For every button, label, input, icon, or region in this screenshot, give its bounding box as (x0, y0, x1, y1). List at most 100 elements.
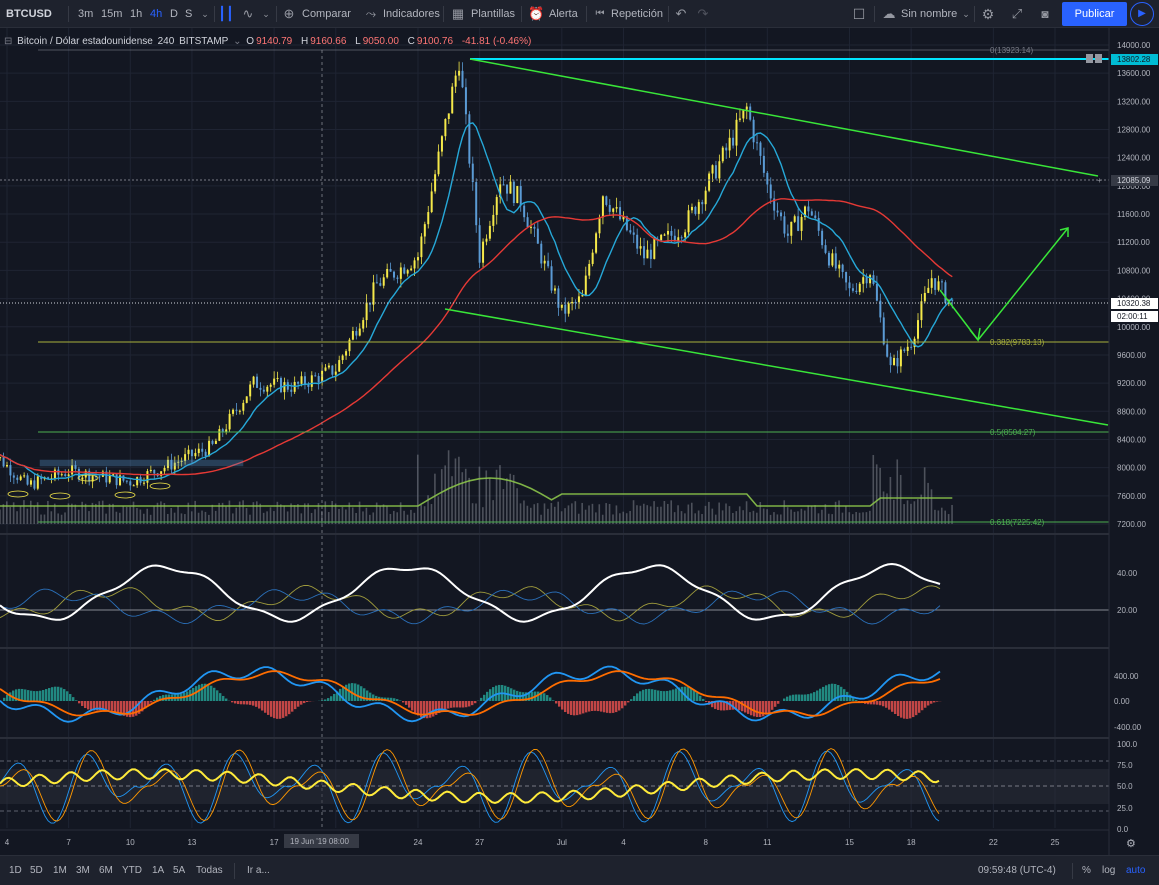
channel-lower-line[interactable] (444, 308, 1109, 426)
candle-body (879, 300, 882, 318)
volume-bar (845, 506, 847, 524)
candle-body (598, 217, 601, 234)
candle-body (728, 137, 731, 151)
volume-bar (211, 504, 214, 524)
volume-bar (375, 502, 378, 524)
templates-icon[interactable]: ▦ (451, 6, 465, 21)
candle-body (643, 246, 646, 259)
range-1a[interactable]: 1A (152, 865, 165, 876)
goto-date-button[interactable]: Ir a... (247, 865, 270, 876)
alarm-clock-icon[interactable]: ⏰ (528, 6, 545, 21)
range-1m[interactable]: 1M (53, 865, 67, 876)
volume-bar (762, 508, 765, 524)
log-scale-toggle[interactable]: log (1102, 865, 1116, 876)
interval-15m[interactable]: 15m (101, 8, 123, 20)
candle-body (540, 243, 543, 264)
layout-name-button[interactable]: Sin nombre (901, 8, 958, 20)
templates-button[interactable]: Plantillas (471, 8, 516, 20)
range-ytd[interactable]: YTD (122, 865, 142, 876)
candle-body (166, 459, 169, 468)
chevron-down-icon[interactable]: ⌄ (962, 9, 970, 19)
range-5a[interactable]: 5A (173, 865, 186, 876)
volume-bar (29, 500, 32, 524)
play-icon[interactable]: ▶ (1130, 2, 1154, 26)
gear-icon[interactable]: ⚙ (981, 6, 995, 22)
indicators-icon[interactable]: ⤳ (365, 6, 377, 21)
compare-plus-icon[interactable]: ⊕ (283, 6, 295, 21)
interval-4h[interactable]: 4h (150, 8, 163, 20)
interval-3m[interactable]: 3m (78, 8, 94, 20)
candle-body (2, 457, 5, 467)
volume-bar (684, 513, 686, 524)
interval-d[interactable]: D (170, 8, 178, 20)
channel-upper-line[interactable] (469, 58, 1099, 177)
macd-histogram-bar (237, 701, 240, 705)
volume-bars (0, 450, 953, 524)
price-axis[interactable] (1109, 28, 1159, 855)
candle-body (153, 469, 156, 474)
axis-settings-gear-icon[interactable]: ⚙ (1126, 838, 1136, 850)
interval-1h[interactable]: 1h (130, 8, 143, 20)
candle-body (694, 206, 697, 214)
range-5d[interactable]: 5D (30, 865, 43, 876)
range-3m[interactable]: 3M (76, 865, 90, 876)
interval-s[interactable]: S (185, 8, 193, 20)
volume-bar (6, 501, 8, 524)
range-all[interactable]: Todas (196, 865, 223, 876)
volume-bar (321, 510, 323, 524)
volume-bar (571, 503, 573, 524)
publish-button[interactable]: Publicar (1062, 2, 1127, 26)
volume-bar (331, 500, 333, 524)
volume-bar (670, 500, 673, 524)
macd-histogram-bar (24, 689, 27, 701)
candle-body (0, 457, 2, 459)
volume-bar (23, 500, 25, 524)
plus-icon[interactable]: + (1097, 176, 1102, 185)
macd-histogram-bar (255, 701, 258, 707)
volume-bar (60, 514, 63, 524)
candle-body (184, 454, 187, 461)
fullscreen-square-icon[interactable]: ☐ (852, 6, 866, 22)
chevron-down-icon[interactable]: ⌄ (262, 9, 270, 19)
symbol-search[interactable]: BTCUSD (6, 8, 52, 20)
candle-body (889, 356, 892, 366)
indicators-button[interactable]: Indicadores (383, 8, 440, 20)
replay-button[interactable]: Repetición (611, 8, 663, 20)
expand-icon[interactable]: ⤢ (1011, 6, 1023, 21)
legend-chevron-icon[interactable]: ⌄ (233, 36, 242, 47)
auto-scale-toggle[interactable]: auto (1126, 865, 1146, 876)
compare-button[interactable]: Comparar (302, 8, 351, 20)
redo-icon[interactable]: ↷ (697, 6, 709, 21)
camera-icon[interactable]: ◙ (1041, 7, 1049, 21)
macd-histogram-bar (630, 699, 633, 701)
volume-bar (807, 505, 810, 524)
macd-histogram-bar (99, 701, 102, 711)
range-1d[interactable]: 1D (9, 865, 22, 876)
alert-button[interactable]: Alerta (549, 8, 578, 20)
macd-histogram-bar (666, 690, 669, 701)
accumulation-box[interactable] (39, 459, 244, 467)
range-6m[interactable]: 6M (99, 865, 113, 876)
candle-body (190, 449, 193, 457)
volume-bar (649, 506, 652, 524)
replay-icon[interactable]: ⏮ (595, 8, 605, 19)
clock-timezone[interactable]: 09:59:48 (UTC-4) (978, 865, 1056, 876)
candles-icon[interactable]: ┃┃ (218, 6, 234, 21)
candle-body (345, 351, 348, 356)
percent-scale-toggle[interactable]: % (1082, 865, 1091, 876)
undo-icon[interactable]: ↶ (675, 6, 687, 21)
line-chart-icon[interactable]: ∿ (242, 6, 254, 21)
chart-canvas[interactable]: 0(13923.14) 0.382(9783.13) 0.5(8504.27) … (0, 28, 1159, 855)
candle-body (687, 210, 690, 233)
legend-symbol-title[interactable]: Bitcoin / Dólar estadounidense (17, 36, 153, 47)
legend-close: 9100.76 (416, 36, 454, 47)
candle-body (447, 113, 450, 120)
toolbar-divider (68, 6, 69, 22)
macd-histogram-bar (816, 690, 819, 701)
stoch-tick-label: 25.0 (1117, 804, 1133, 813)
macd-histogram-bar (423, 701, 426, 719)
volume-bar (475, 503, 477, 524)
cloud-icon[interactable]: ☁ (882, 6, 896, 21)
collapse-icon[interactable]: ⊟ (4, 36, 13, 47)
chevron-down-icon[interactable]: ⌄ (201, 9, 209, 19)
